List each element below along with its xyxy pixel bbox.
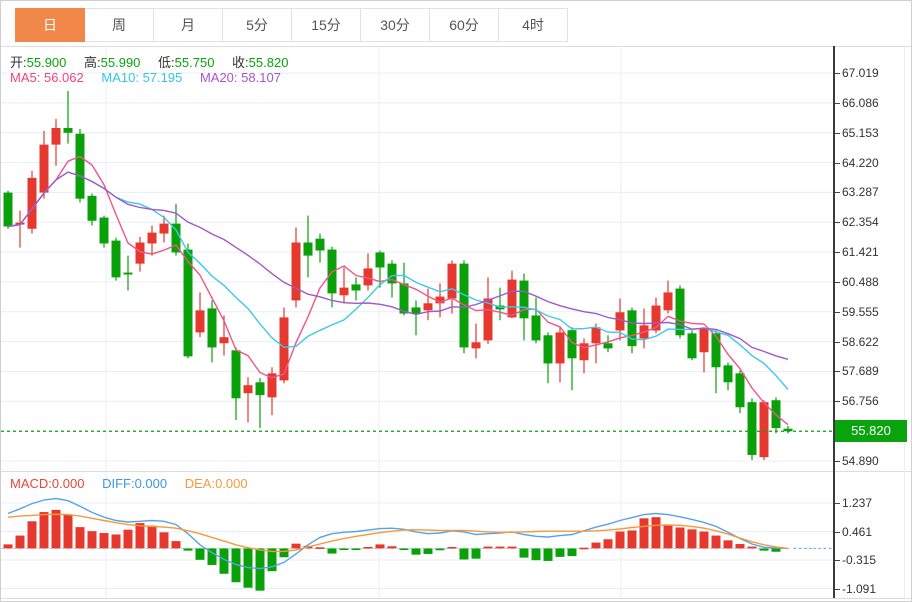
ma10-text: MA10: 57.195 — [101, 70, 183, 85]
current-price-badge: 55.820 — [835, 420, 907, 443]
tab-daily[interactable]: 日 — [15, 8, 85, 42]
diff-text: DIFF:0.000 — [102, 476, 168, 491]
close-label: 收: — [232, 55, 249, 70]
ma-info: MA5: 56.062 MA10: 57.195 MA20: 58.107 — [10, 70, 295, 85]
price-tick-label: 54.890 — [835, 454, 879, 468]
macd-info: MACD:0.000 DIFF:0.000 DEA:0.000 — [10, 476, 262, 491]
tab-4hour[interactable]: 4时 — [498, 8, 568, 42]
low-value: 55.750 — [174, 55, 215, 70]
timeframe-toolbar: 日 周 月 5分 15分 30分 60分 4时 — [15, 8, 568, 42]
price-tick-label: 63.287 — [835, 185, 879, 200]
ohlc-info: 开:55.900 高:55.990 低:55.750 收:55.820 — [10, 52, 302, 71]
price-tick-label: 66.086 — [835, 95, 879, 110]
tab-15min[interactable]: 15分 — [291, 8, 361, 42]
price-tick-label: 62.354 — [835, 215, 879, 230]
panel-divider — [1, 471, 911, 472]
toolbar-divider — [1, 46, 911, 47]
tab-30min[interactable]: 30分 — [360, 8, 430, 42]
close-pair: 收:55.820 — [232, 55, 288, 70]
price-tick-label: 56.756 — [835, 394, 879, 409]
price-tick-label: 57.689 — [835, 364, 879, 379]
ma5-text: MA5: 56.062 — [10, 70, 84, 85]
macd-tick-label: -0.315 — [834, 553, 877, 567]
dea-text: DEA:0.000 — [184, 476, 248, 491]
price-tick-label: 58.622 — [835, 334, 879, 349]
right-edge-line — [904, 46, 905, 598]
price-tick-label: 60.488 — [835, 274, 879, 289]
high-label: 高: — [84, 55, 101, 70]
main-candlestick-chart[interactable] — [1, 46, 834, 471]
macd-text: MACD:0.000 — [10, 476, 85, 491]
macd-panel[interactable] — [1, 471, 834, 598]
price-tick-label: 67.019 — [835, 66, 879, 80]
tab-60min[interactable]: 60分 — [429, 8, 499, 42]
price-tick-label: 61.421 — [835, 245, 879, 260]
macd-tick-label: -1.091 — [834, 581, 877, 596]
low-label: 低: — [158, 55, 175, 70]
open-value: 55.900 — [26, 55, 67, 70]
price-axis-line — [833, 46, 835, 598]
price-tick-label: 65.153 — [835, 125, 879, 140]
price-tick-label: 64.220 — [835, 155, 879, 170]
macd-tick-label: 0.461 — [834, 524, 873, 539]
tab-weekly[interactable]: 周 — [84, 8, 154, 42]
ma20-text: MA20: 58.107 — [199, 70, 281, 85]
high-value: 55.990 — [100, 55, 141, 70]
open-pair: 开:55.900 — [10, 55, 66, 70]
tab-5min[interactable]: 5分 — [222, 8, 292, 42]
close-value: 55.820 — [248, 55, 289, 70]
bottom-divider — [1, 598, 911, 599]
open-label: 开: — [10, 55, 27, 70]
macd-tick-label: 1.237 — [834, 496, 873, 510]
price-tick-label: 59.555 — [835, 304, 879, 319]
tab-monthly[interactable]: 月 — [153, 8, 223, 42]
low-pair: 低:55.750 — [158, 55, 214, 70]
high-pair: 高:55.990 — [84, 55, 140, 70]
